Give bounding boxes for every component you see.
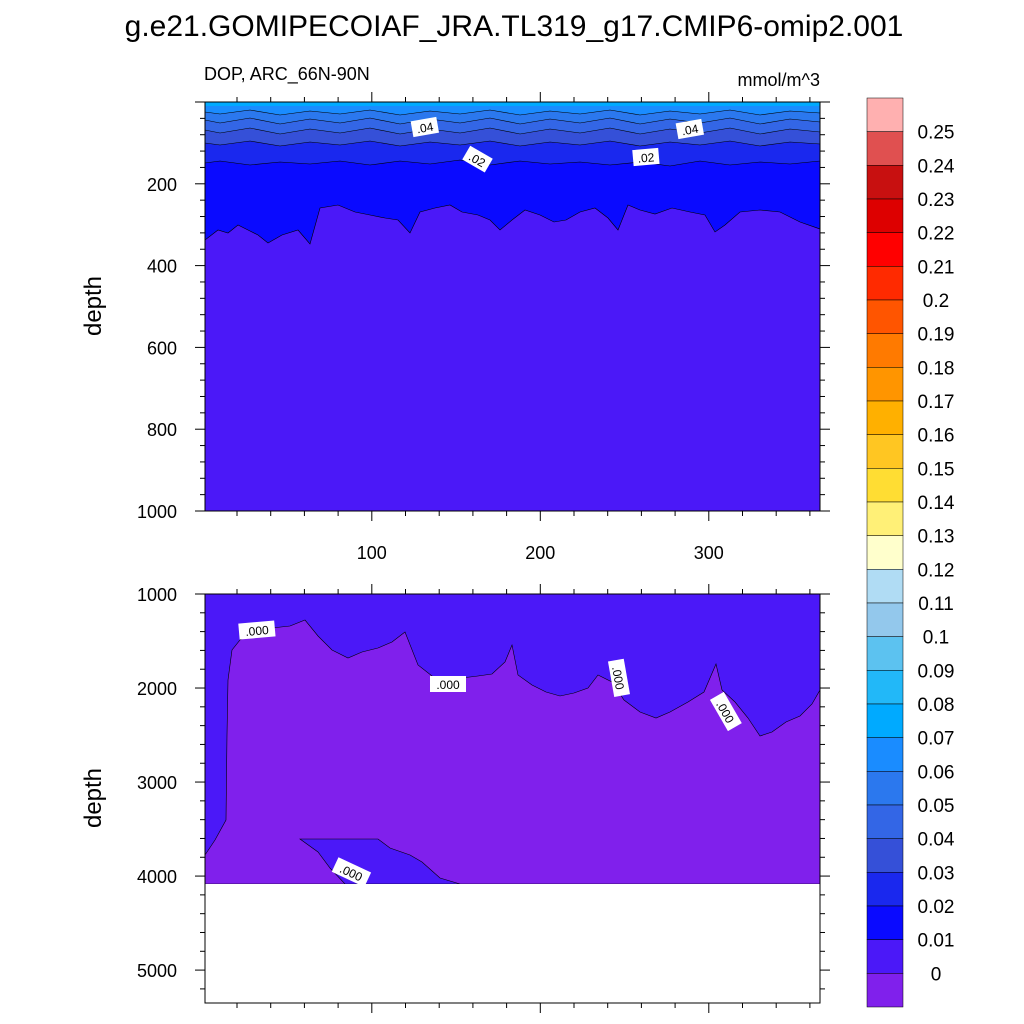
colorbar-swatch <box>866 367 904 402</box>
colorbar-label: 0.08 <box>918 695 955 716</box>
x-tick-label: 300 <box>694 543 724 563</box>
colorbar-swatch <box>866 569 904 604</box>
colorbar-label: 0.19 <box>918 325 955 346</box>
y-tick-label: 800 <box>147 420 177 440</box>
top-contour-label-text-4: .02 <box>637 150 655 165</box>
colorbar-swatch <box>866 838 904 873</box>
colorbar-swatch <box>866 737 904 772</box>
colorbar-label: 0.13 <box>918 527 955 548</box>
colorbar-swatch <box>866 804 904 839</box>
colorbar-label: 0.18 <box>918 358 955 379</box>
top-fill-level-007 <box>205 102 820 106</box>
colorbar-label: 0.14 <box>918 493 955 514</box>
top-contour-label-text-1: .04 <box>416 120 435 137</box>
bottom-contour-label-3: .000 <box>607 658 630 697</box>
bottom-axes: 1000 2000 3000 4000 5000 <box>137 584 830 1013</box>
y-tick-label: 5000 <box>137 961 177 981</box>
colorbar-swatch <box>866 872 904 907</box>
top-contour-label-1: .04 <box>410 116 440 138</box>
colorbar-label: 0.22 <box>918 224 955 245</box>
colorbar-swatch <box>866 232 904 267</box>
colorbar-label: 0.12 <box>918 560 955 581</box>
bottom-contour-label-text-1: .000 <box>245 623 270 639</box>
y-tick-label: 1000 <box>137 502 177 522</box>
colorbar-swatch <box>866 333 904 368</box>
y-tick-label: 1000 <box>137 585 177 605</box>
colorbar-label: 0.24 <box>918 156 955 177</box>
top-contour-label-text-2: .04 <box>681 122 700 139</box>
bottom-contour-label-1: .000 <box>238 620 276 640</box>
colorbar-swatch <box>866 602 904 637</box>
bottom-plot-frame <box>204 593 821 1004</box>
colorbar-label: 0.16 <box>918 426 955 447</box>
y-tick-label: 2000 <box>137 679 177 699</box>
colorbar-swatch <box>866 670 904 705</box>
colorbar-label: 0.11 <box>918 594 954 615</box>
colorbar-swatch <box>866 636 904 671</box>
units-label: mmol/m^3 <box>738 70 820 90</box>
colorbar-label: 0.17 <box>918 392 955 413</box>
colorbar-swatch <box>866 973 904 1008</box>
bottom-no-data-region <box>205 884 820 1003</box>
colorbar-label: 0.09 <box>918 661 955 682</box>
colorbar-swatch <box>866 131 904 166</box>
colorbar-label: 0.03 <box>918 863 955 884</box>
top-contour-fill <box>205 102 820 511</box>
colorbar-swatch <box>866 266 904 301</box>
colorbar-label: 0.1 <box>923 628 949 649</box>
bottom-ylabel: depth <box>80 768 107 828</box>
colorbar-label: 0.25 <box>918 123 955 144</box>
bottom-contour-label-2: .000 <box>430 676 466 692</box>
colorbar-swatch <box>866 535 904 570</box>
top-contour-label-4: .02 <box>632 147 660 167</box>
y-tick-label: 4000 <box>137 867 177 887</box>
colorbar-swatch <box>866 771 904 806</box>
x-tick-label: 200 <box>525 543 555 563</box>
colorbar: 0.25 0.24 0.23 0.22 0.21 0.2 0.19 0.18 0.17 0.16 0… <box>866 97 955 1008</box>
colorbar-swatch <box>866 939 904 974</box>
y-tick-label: 3000 <box>137 773 177 793</box>
x-tick-label: 100 <box>357 543 387 563</box>
y-tick-label: 600 <box>147 338 177 358</box>
colorbar-swatch <box>866 165 904 200</box>
colorbar-swatch <box>866 299 904 334</box>
colorbar-label: 0.02 <box>918 897 955 918</box>
top-ylabel: depth <box>80 276 107 336</box>
top-axes: 100 200 300 200 400 600 800 1000 <box>137 92 830 563</box>
bottom-panel: .000 .000 .000 .000 .000 100020003000400… <box>80 584 830 1013</box>
colorbar-swatch <box>866 905 904 940</box>
colorbar-swatch <box>866 434 904 469</box>
top-plot-frame <box>204 101 821 512</box>
colorbar-swatch <box>866 703 904 738</box>
top-contour-label-2: .04 <box>675 118 705 140</box>
y-tick-label: 400 <box>147 257 177 277</box>
colorbar-swatch <box>866 97 904 132</box>
bottom-contour-label-text-3: .000 <box>609 665 627 691</box>
colorbar-label: 0.2 <box>923 291 949 312</box>
colorbar-label: 0.01 <box>918 931 955 952</box>
bottom-contour-fill <box>205 594 820 1003</box>
colorbar-label: 0.07 <box>918 729 955 750</box>
variable-region-label: DOP, ARC_66N-90N <box>204 64 370 85</box>
colorbar-label: 0 <box>931 964 942 985</box>
figure-title: g.e21.GOMIPECOIAF_JRA.TL319_g17.CMIP6-om… <box>125 10 904 43</box>
colorbar-label: 0.15 <box>918 459 955 480</box>
colorbar-label: 0.04 <box>918 830 955 851</box>
top-panel: .04 .04 .02 .02 100 200 300200400600800100… <box>80 92 830 563</box>
colorbar-swatch <box>866 501 904 536</box>
colorbar-label: 0.05 <box>918 796 955 817</box>
colorbar-label: 0.06 <box>918 762 955 783</box>
colorbar-swatch <box>866 468 904 503</box>
y-tick-label: 200 <box>147 175 177 195</box>
colorbar-swatch <box>866 198 904 233</box>
bottom-contour-label-text-2: .000 <box>436 678 460 692</box>
colorbar-label: 0.23 <box>918 190 955 211</box>
colorbar-label: 0.21 <box>918 257 955 278</box>
colorbar-swatch <box>866 400 904 435</box>
